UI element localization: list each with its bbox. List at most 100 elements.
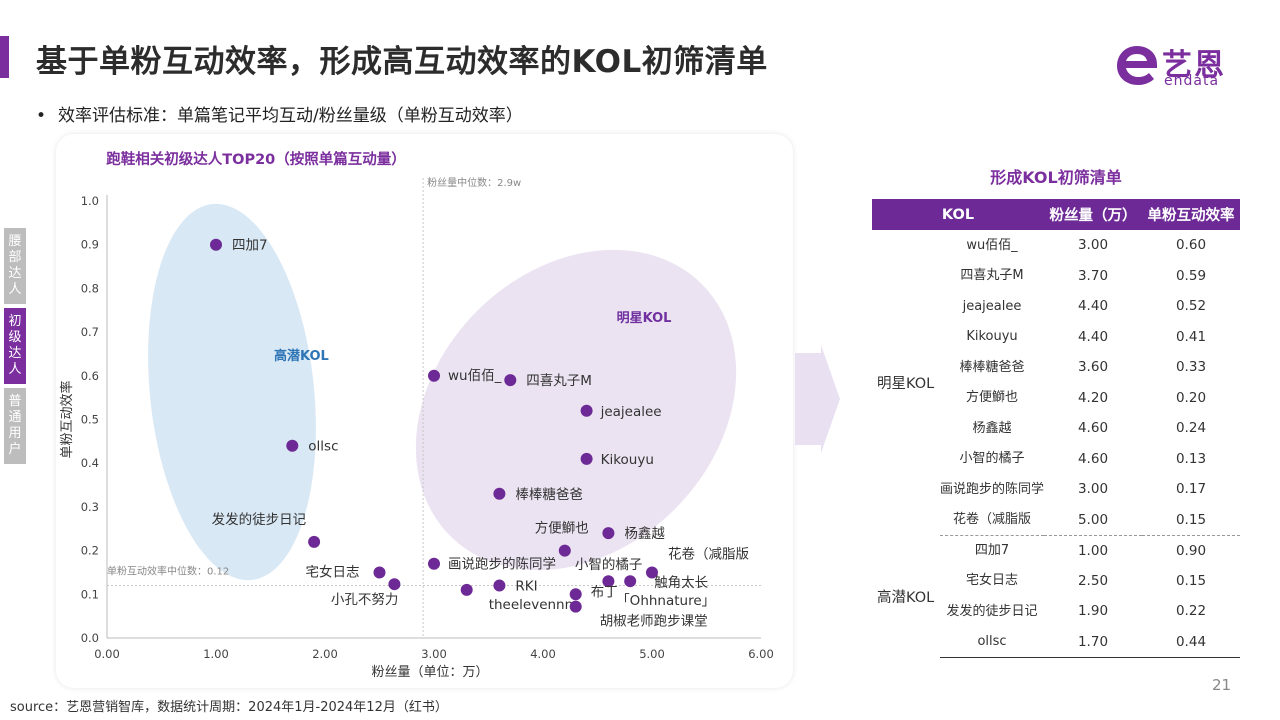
cell-efficiency: 0.22	[1175, 603, 1207, 620]
x-tick-label: 6.00	[748, 647, 774, 661]
point-marker	[504, 374, 517, 387]
cell-name: 四喜丸子M	[960, 268, 1024, 284]
point-label: 花卷（减脂版	[668, 546, 749, 562]
point-label: 小智的橘子	[575, 557, 643, 573]
table-row: 四喜丸子M 3.70 0.59	[872, 261, 1240, 292]
data-point: RKI	[493, 579, 538, 595]
table-row: 宅女日志 2.50 0.15	[872, 566, 1240, 597]
header-kol: KOL	[872, 199, 1044, 230]
scatter-chart: 跑鞋相关初级达人TOP20（按照单篇互动量） 0.00 1.00 2.00 3.00 4…	[59, 150, 774, 680]
data-point: theelevennn	[460, 583, 573, 613]
point-marker	[388, 578, 401, 591]
potential-kol-region	[148, 203, 316, 581]
cell-followers: 4.20	[1077, 389, 1109, 406]
cell-name: ollsc	[940, 626, 1044, 658]
table-row: Kikouyu 4.40 0.41	[872, 322, 1240, 353]
point-label: 四加7	[232, 238, 268, 254]
group-label: 高潜KOL	[877, 589, 935, 606]
point-label: 画说跑步的陈同学	[448, 556, 556, 573]
side-tab-junior[interactable]: 初级达人	[4, 308, 26, 384]
table-row: 高潜KOL 四加7 1.00 0.90	[872, 535, 1240, 606]
cell-name: 花卷（减脂版	[940, 504, 1044, 536]
star-kol-region	[415, 249, 737, 571]
logo-english-text: endata	[1164, 73, 1220, 89]
cell-name: 小智的橘子	[959, 451, 1025, 467]
scatter-chart-card: 跑鞋相关初级达人TOP20（按照单篇互动量） 0.00 1.00 2.00 3.00 4…	[56, 134, 793, 688]
data-point: ollsc	[286, 439, 339, 455]
cell-followers: 2.50	[1077, 572, 1109, 589]
y-tick-label: 0.8	[81, 281, 99, 295]
point-label: RKI	[515, 579, 537, 595]
cell-name: 发发的徒步日记	[946, 603, 1038, 619]
chart-axes: 0.00 1.00 2.00 3.00 4.00 5.00 6.00 0.0 0.1 0.2 0.3…	[59, 194, 774, 680]
criteria-bullet: • 效率评估标准：单篇笔记平均互动/粉丝量级（单粉互动效率）	[36, 106, 523, 126]
cell-followers: 4.60	[1077, 420, 1109, 437]
table-title: 形成KOL初筛清单	[990, 168, 1122, 187]
table-row: 杨鑫越 4.60 0.24	[872, 413, 1240, 444]
y-tick-label: 0.6	[81, 369, 99, 383]
y-tick-label: 0.4	[81, 456, 99, 470]
y-tick-label: 0.1	[81, 587, 99, 601]
page-title: 基于单粉互动效率，形成高互动效率的KOL初筛清单	[36, 44, 768, 80]
cell-efficiency: 0.20	[1175, 389, 1207, 406]
point-label: wu佰佰_	[448, 368, 502, 384]
cell-name: 画说跑步的陈同学	[940, 481, 1045, 497]
point-marker	[624, 575, 637, 588]
data-point: 杨鑫越	[602, 525, 665, 542]
kol-table: KOL 粉丝量（万） 单粉互动效率 明星KOL wu佰佰_ 3.00 0.60 四喜丸子…	[872, 199, 1240, 658]
cell-followers: 4.40	[1077, 328, 1109, 345]
y-tick-label: 0.5	[81, 413, 99, 427]
point-marker	[286, 439, 299, 452]
data-point: 触角太长	[624, 575, 709, 591]
star-kol-label: 明星KOL	[617, 311, 672, 326]
point-label: 小孔不努力	[331, 592, 399, 608]
table-row: 发发的徒步日记 1.90 0.22	[872, 596, 1240, 627]
x-axis-title: 粉丝量（单位：万）	[371, 665, 488, 680]
point-label: 「Ohhnature」	[616, 593, 715, 609]
table-row: jeajealee 4.40 0.52	[872, 291, 1240, 322]
y-axis-title: 单粉互动效率	[59, 380, 75, 458]
side-tabs: 腰部达人 初级达人 普通用户	[4, 228, 26, 468]
point-label: 方便鰤也	[535, 521, 589, 537]
x-tick-label: 4.00	[530, 647, 556, 661]
cell-name: 四加7	[974, 543, 1010, 558]
y-tick-label: 0.0	[81, 631, 99, 645]
cell-name: 宅女日志	[965, 573, 1018, 589]
data-point: 小智的橘子	[575, 557, 643, 588]
y-tick-label: 1.0	[81, 194, 99, 208]
side-tab-label: 初级达人	[8, 314, 22, 377]
data-point: 布丁	[569, 584, 618, 601]
point-label: 杨鑫越	[624, 525, 665, 542]
point-label: 布丁	[591, 584, 618, 600]
median-guides: 粉丝量中位数：2.9w 单粉互动效率中位数：0.12	[107, 176, 761, 638]
data-point: Kikouyu	[580, 452, 654, 468]
cell-efficiency: 0.15	[1175, 572, 1207, 589]
point-marker	[308, 535, 321, 548]
endata-logo: 艺恩 endata	[1112, 40, 1242, 90]
logo-mark-icon	[1117, 46, 1157, 85]
side-tab-label: 普通用户	[8, 394, 22, 457]
x-tick-label: 5.00	[639, 647, 665, 661]
x-tick-label: 0.00	[94, 647, 120, 661]
cell-efficiency: 0.13	[1175, 450, 1207, 467]
side-tab-waist[interactable]: 腰部达人	[4, 228, 26, 304]
table-header-row: KOL 粉丝量（万） 单粉互动效率	[872, 199, 1240, 230]
data-point: 宅女日志	[306, 563, 386, 580]
side-tab-ordinary[interactable]: 普通用户	[4, 388, 26, 464]
y-tick-label: 0.9	[81, 238, 99, 252]
point-label: 触角太长	[654, 575, 708, 591]
source-note: source：艺恩营销智库，数据统计周期：2024年1月-2024年12月（红书…	[10, 700, 448, 715]
cell-followers: 3.70	[1077, 267, 1109, 284]
cell-efficiency: 0.44	[1142, 626, 1240, 658]
data-point: 棒棒糖爸爸	[493, 487, 583, 503]
header-efficiency: 单粉互动效率	[1142, 199, 1240, 230]
cell-efficiency: 0.17	[1175, 481, 1207, 498]
table-row: 明星KOL wu佰佰_ 3.00 0.60	[872, 230, 1240, 392]
point-label: 宅女日志	[306, 563, 360, 580]
side-tab-label: 腰部达人	[8, 234, 22, 297]
cell-efficiency: 0.24	[1175, 420, 1207, 437]
data-point: wu佰佰_	[428, 368, 502, 384]
cell-followers: 5.00	[1044, 504, 1142, 536]
cell-efficiency: 0.41	[1175, 328, 1207, 345]
criteria-text: 效率评估标准：单篇笔记平均互动/粉丝量级（单粉互动效率）	[58, 106, 523, 126]
